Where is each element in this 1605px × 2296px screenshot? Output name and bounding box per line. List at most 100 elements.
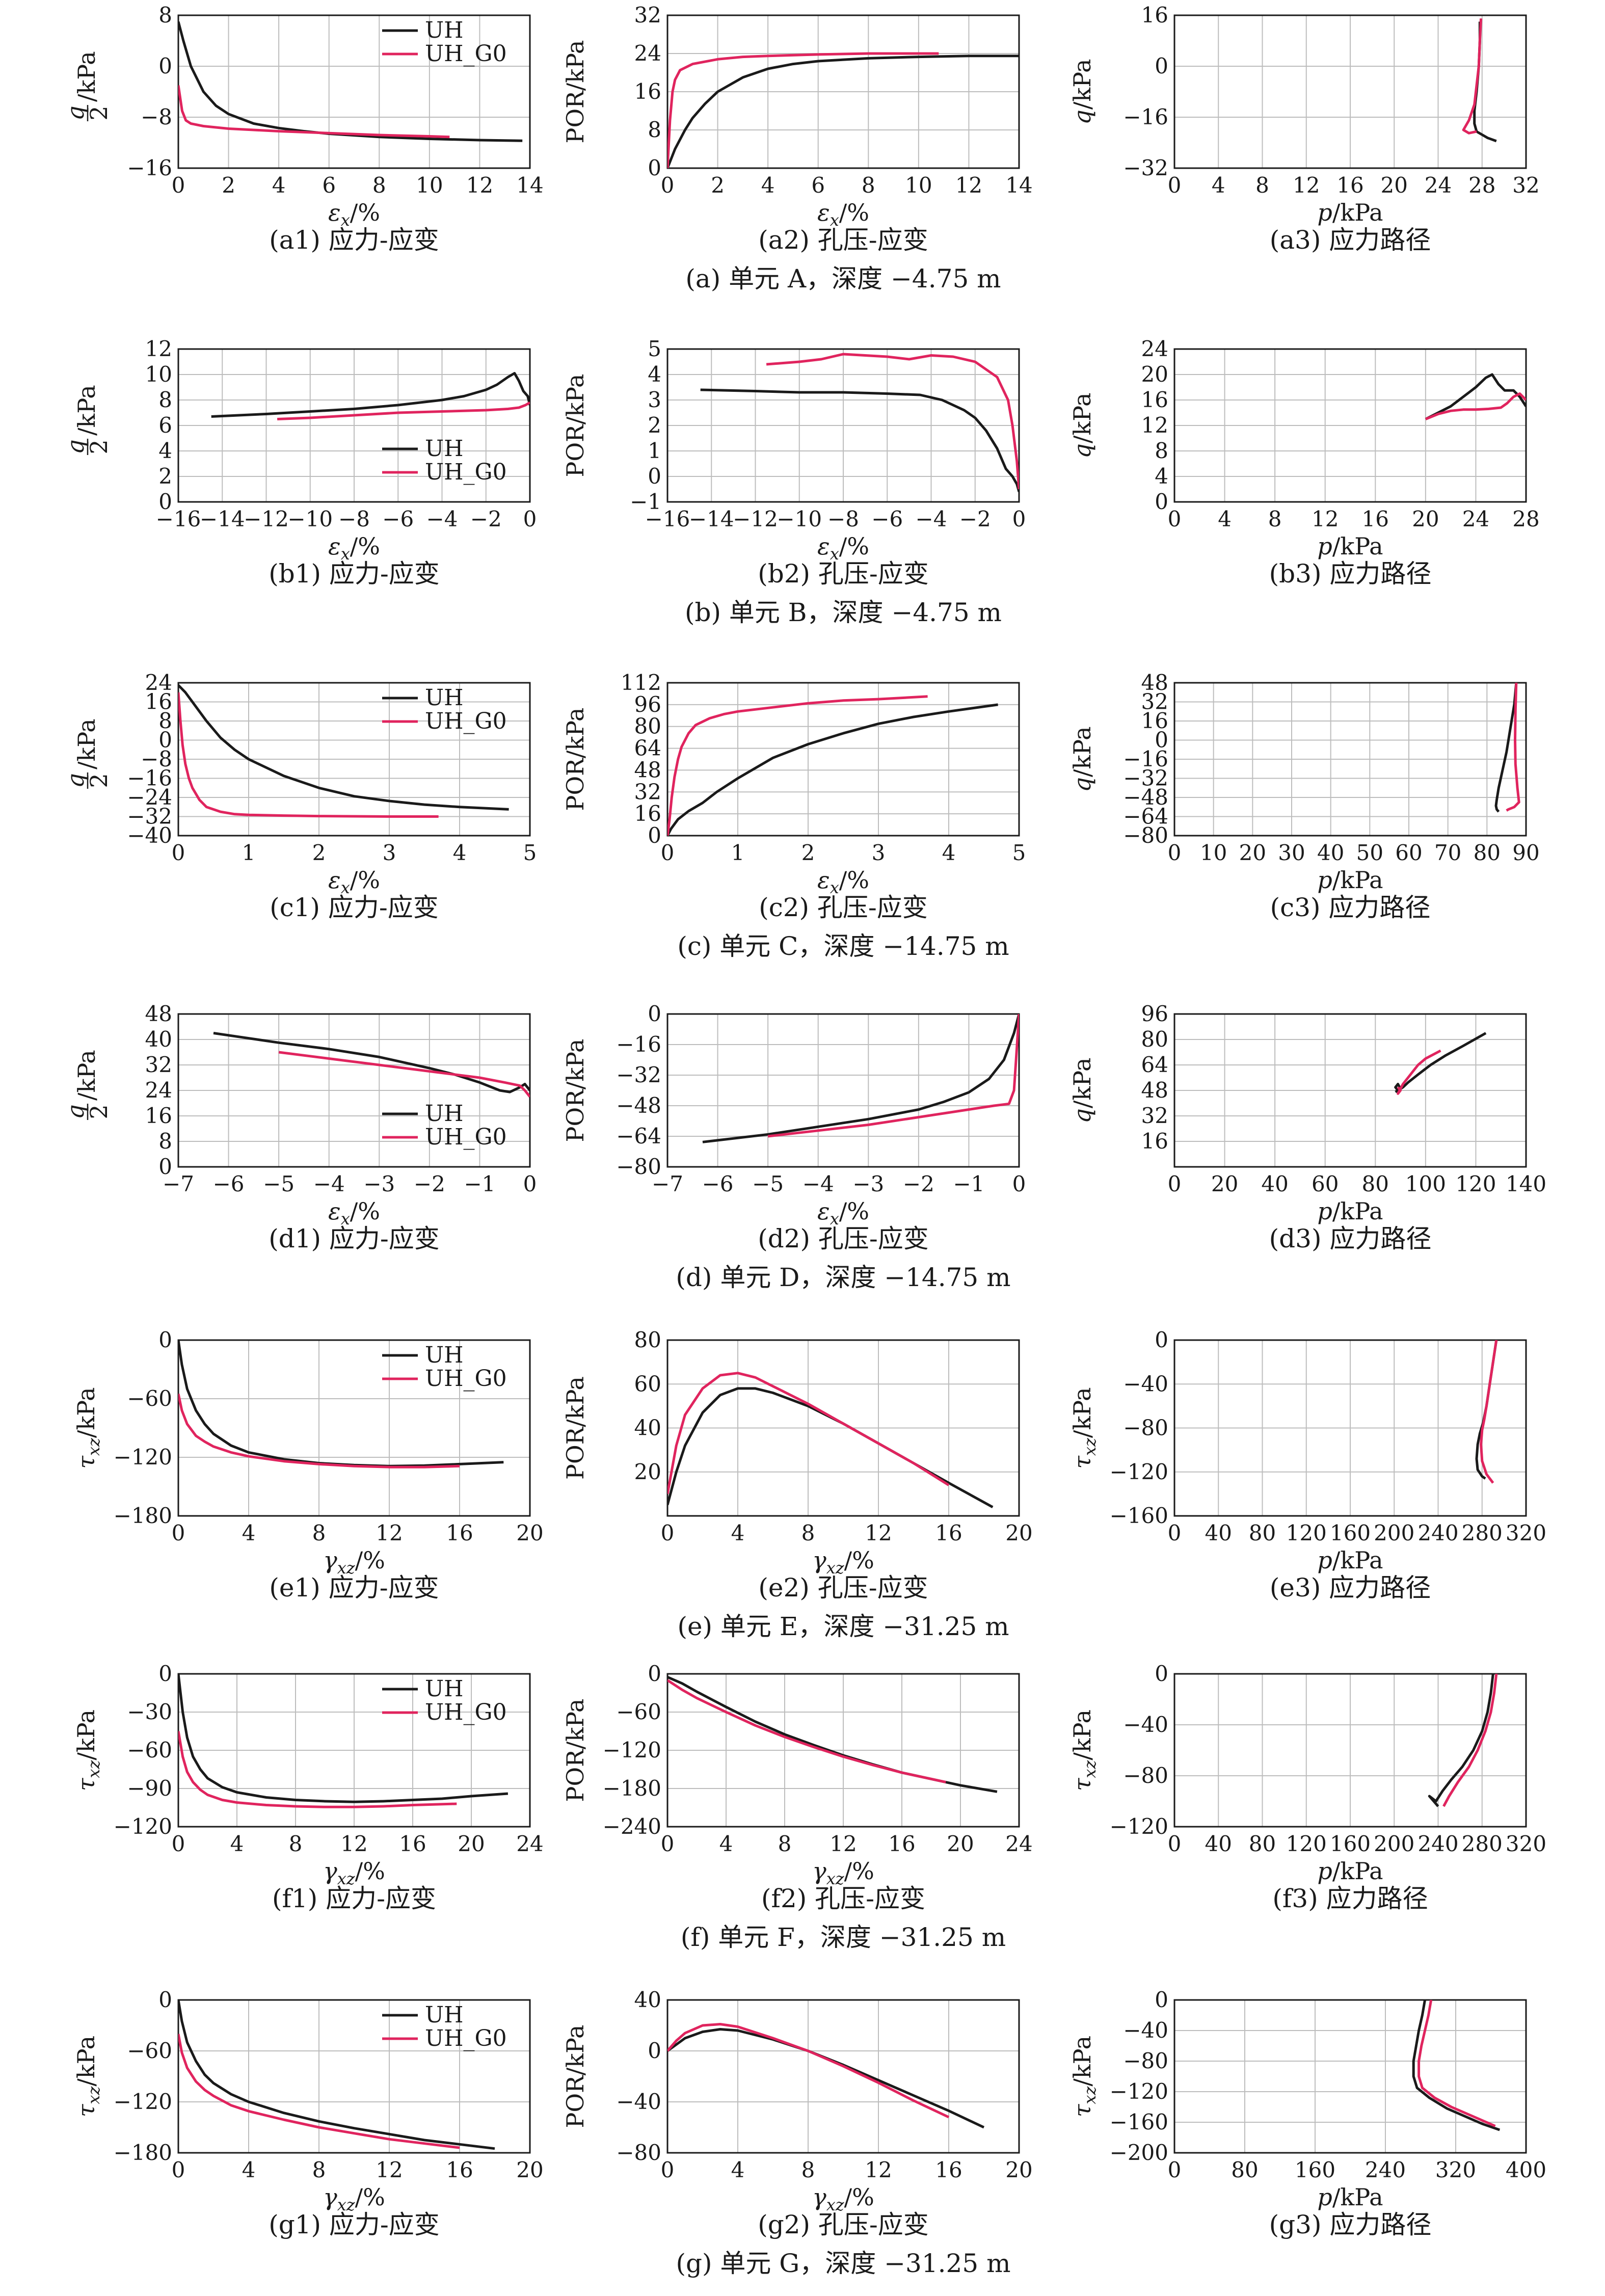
series-line-uh-g0	[178, 1393, 460, 1469]
x-tick-label: −8	[338, 506, 370, 531]
y-tick-label: 112	[621, 670, 661, 695]
panel-d2: −7 −6 −5 −4 −3 −2 −1 0 0 −16 −32 −48 −64 −80 εx/% POR/k…	[561, 1001, 1026, 1253]
y-tick-label: 48	[145, 1001, 172, 1026]
x-tick-label: 12	[1293, 173, 1320, 198]
panel-caption: (e3) 应力路径	[1270, 1573, 1431, 1603]
x-axis-label-unit: /kPa	[1332, 1197, 1383, 1225]
y-axis-label-den: 2	[85, 439, 113, 454]
x-axis-label-unit: /%	[350, 866, 380, 894]
x-tick-label: 20	[1005, 2157, 1032, 2182]
y-axis-label: τxz/kPa	[1068, 2036, 1100, 2117]
y-tick-label: 2	[158, 464, 172, 489]
y-tick-label: 4	[648, 362, 661, 387]
x-axis-label-sym: γ	[323, 2183, 337, 2211]
y-tick-label: 32	[1141, 689, 1168, 714]
x-tick-label: 80	[1231, 2157, 1258, 2182]
x-tick-label: −4	[313, 1171, 345, 1196]
y-tick-label: 16	[1141, 1129, 1168, 1154]
x-tick-label: 320	[1506, 1831, 1546, 1856]
x-tick-label: 24	[1462, 506, 1489, 531]
x-axis-label-sym: ε	[817, 199, 830, 226]
x-tick-label: 0	[172, 173, 185, 198]
x-tick-label: 0	[1168, 1831, 1182, 1856]
x-tick-label: 40	[1205, 1831, 1232, 1856]
x-axis-label-text: p/kPa	[1317, 1857, 1383, 1885]
y-tick-label: −120	[114, 1814, 172, 1839]
y-tick-label: −1	[630, 489, 661, 514]
x-axis-label-unit: /%	[355, 1857, 385, 1885]
x-tick-label: 32	[1512, 173, 1539, 198]
x-axis-label-text: γxz/%	[323, 1857, 385, 1888]
plot-frame	[666, 682, 1020, 837]
x-axis-label: εx/%	[817, 199, 869, 230]
series-line-uh-g0	[667, 52, 939, 168]
group-caption: (e) 单元 E，深度 −31.25 m	[677, 1612, 1009, 1641]
legend-label: UH	[425, 436, 463, 462]
y-tick-label: 48	[634, 757, 661, 782]
y-axis-label-unit: /kPa	[1068, 1710, 1096, 1760]
x-tick-label: 280	[1462, 1831, 1503, 1856]
panel-c1: 0 1 2 3 4 5241680−8−16−24−32−40εx/%q2/kPaUHUH…	[62, 670, 537, 922]
panel-b2: −16−14−12−10 −8 −6 −4 −2 0543210−1εx/%POR/kPa…	[561, 336, 1026, 589]
x-tick-label: 0	[661, 173, 675, 198]
x-tick-label: 24	[516, 1831, 543, 1856]
plot-frame	[1173, 1013, 1527, 1168]
y-tick-label: −120	[603, 1738, 661, 1763]
series-line-uh	[667, 1387, 994, 1508]
x-axis-label-sym: γ	[812, 2183, 826, 2211]
series-line-uh	[178, 21, 523, 142]
y-tick-label: 0	[1155, 1327, 1168, 1352]
panel-caption: (b1) 应力-应变	[269, 559, 440, 589]
x-tick-label: −16	[645, 506, 690, 531]
y-tick-label: −40	[1123, 1712, 1168, 1737]
panel-caption: (g3) 应力路径	[1269, 2210, 1432, 2239]
y-axis-label-unit: /kPa	[1068, 1057, 1096, 1108]
y-tick-label: −16	[127, 766, 172, 791]
y-tick-label: 0	[158, 489, 172, 514]
plot-frame	[1173, 348, 1527, 503]
x-axis-label-text: p/kPa	[1317, 1546, 1383, 1574]
x-axis-label-sub: xz	[337, 2195, 356, 2214]
y-tick-label: 16	[634, 79, 661, 104]
x-tick-label: 5	[523, 840, 537, 865]
y-axis-label-unit: /kPa	[73, 385, 100, 436]
x-axis-label-text: εx/%	[817, 199, 869, 230]
x-tick-label: 100	[1405, 1171, 1446, 1196]
y-tick-label: −120	[114, 2089, 172, 2114]
legend-label: UH_G0	[425, 708, 507, 734]
series-line-uh-g0	[1480, 1340, 1498, 1484]
x-axis-label: p/kPa	[1317, 866, 1383, 894]
x-tick-label: −10	[287, 506, 333, 531]
x-axis-label-sym: ε	[817, 1197, 830, 1225]
y-tick-label: −40	[616, 2089, 661, 2114]
x-axis-label-unit: /%	[839, 199, 869, 226]
x-tick-label: 20	[1005, 1520, 1032, 1545]
y-axis-label-sym: τ	[72, 2103, 100, 2117]
y-axis-label-sub: xz	[84, 2086, 103, 2104]
panel-caption: (g2) 孔压-应变	[758, 2210, 929, 2239]
x-tick-label: 2	[801, 840, 815, 865]
x-tick-label: 120	[1286, 1520, 1327, 1545]
x-tick-label: 20	[1412, 506, 1439, 531]
series-line-uh-g0	[767, 1014, 1019, 1138]
x-axis-label-text: p/kPa	[1317, 2183, 1383, 2211]
y-tick-label: 0	[158, 1154, 172, 1179]
y-axis-label-sym: τ	[72, 1455, 100, 1469]
y-axis-label: POR/kPa	[561, 40, 589, 144]
y-tick-label: 20	[634, 1459, 661, 1484]
x-axis-label-sym: p	[1317, 2183, 1332, 2211]
x-axis-label-sym: ε	[817, 866, 830, 894]
x-axis-label: γxz/%	[812, 1546, 874, 1578]
y-tick-label: −180	[114, 1503, 172, 1528]
panel-g2: 0 4 8 12 16 20 40 0 −40 −80 γxz/% POR/kPa (g2) 孔压-应变	[561, 1987, 1033, 2239]
series-line-uh	[1412, 2000, 1501, 2131]
y-axis-label-unit: /kPa	[72, 1710, 100, 1760]
plot-frame	[666, 1673, 1020, 1828]
x-axis-label-unit: /%	[844, 1546, 874, 1574]
y-tick-label: −16	[616, 1032, 661, 1057]
y-tick-label: −120	[1110, 1459, 1168, 1484]
y-tick-label: 0	[1155, 54, 1168, 78]
x-axis-label-text: γxz/%	[812, 2183, 874, 2214]
y-axis-label: τxz/kPa	[72, 1387, 103, 1469]
